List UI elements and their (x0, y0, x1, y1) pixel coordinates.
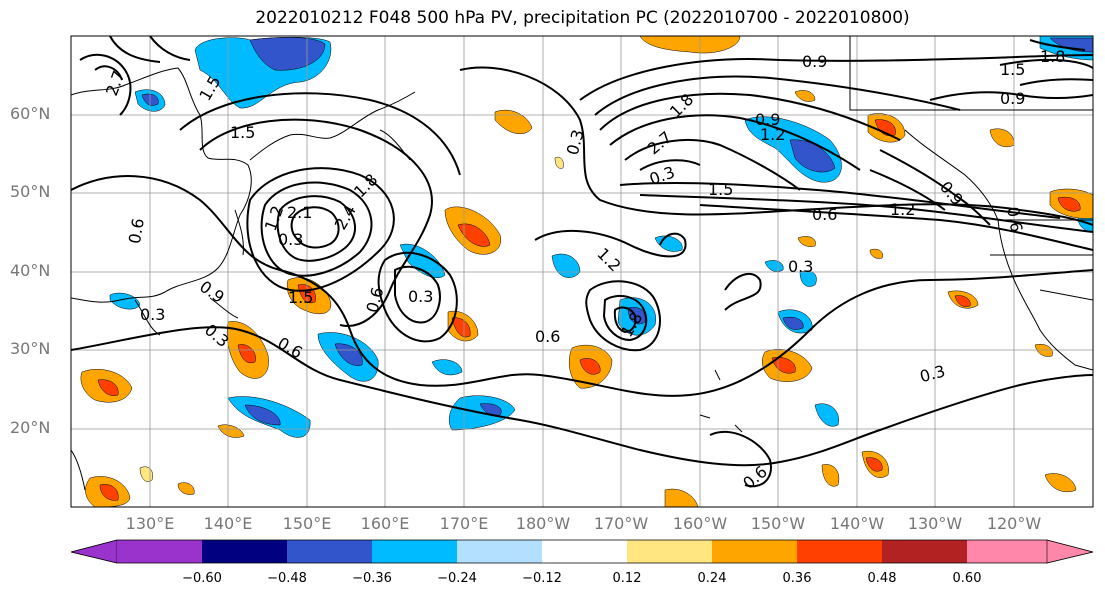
contour-label: 0.9 (1000, 89, 1025, 108)
contour-label: 2.1 (287, 203, 312, 222)
gridlines (71, 36, 1093, 507)
contour-label: 1.2 (760, 125, 785, 144)
colorbar-swatch (967, 540, 1047, 563)
plot-frame (70, 35, 1094, 508)
contour-label: 1.5 (708, 180, 733, 199)
contour-label: 0.3 (140, 305, 165, 324)
lat-label: 30°N (10, 339, 51, 358)
lat-label: 40°N (10, 261, 51, 280)
contour-label: 0.6 (535, 327, 560, 346)
contour-label: 0.3 (408, 287, 433, 306)
lon-label: 140°E (203, 514, 253, 533)
lon-label: 150°W (750, 514, 806, 533)
colorbar-swatch (372, 540, 457, 563)
colorbar-swatch (542, 540, 627, 563)
contour-label: 1.2 (890, 200, 915, 219)
lon-label: 160°W (672, 514, 728, 533)
lon-label: 130°W (907, 514, 963, 533)
colorbar-tick-label: 0.12 (612, 571, 642, 586)
colorbar-tick-label: −0.48 (267, 571, 307, 586)
lon-label: 140°W (829, 514, 885, 533)
contour-label: 1.5 (288, 288, 313, 307)
lon-label: 170°W (593, 514, 649, 533)
lon-label: 170°E (439, 514, 489, 533)
contour-label: 1.5 (230, 123, 255, 142)
contour-label: 0.6 (812, 205, 837, 224)
contour-label: 0.3 (788, 257, 813, 276)
contour-label: 0.9 (755, 110, 780, 129)
colorbar-tick-label: −0.36 (352, 571, 392, 586)
lon-label: 130°E (125, 514, 175, 533)
pv-contours (71, 36, 1093, 488)
colorbar-min-arrow (70, 539, 118, 564)
colorbar-swatch (457, 540, 542, 563)
colorbar-swatch (202, 540, 287, 563)
lat-label: 20°N (10, 418, 51, 437)
lat-label: 60°N (10, 104, 51, 123)
lat-label: 50°N (10, 182, 51, 201)
colorbar-swatch (882, 540, 967, 563)
lon-label: 160°E (360, 514, 410, 533)
colorbar-swatch (117, 540, 202, 563)
contour-label: 0.6 (1003, 205, 1026, 233)
precipitation-shading (80, 36, 1093, 507)
colorbar (70, 539, 1094, 564)
contour-label: 0.3 (278, 230, 303, 249)
colorbar-max-arrow (1046, 539, 1094, 564)
colorbar-tick-label: 0.24 (697, 571, 727, 586)
colorbar-tick-label: 0.60 (952, 571, 982, 586)
colorbar-tick-label: −0.12 (522, 571, 562, 586)
contour-label: 1.5 (1000, 60, 1025, 79)
plot-area (71, 36, 1093, 507)
colorbar-swatch (712, 540, 797, 563)
colorbar-outline (70, 539, 1094, 564)
colorbar-tick-label: −0.24 (437, 571, 477, 586)
contour-label: 1.8 (1040, 47, 1065, 66)
colorbar-tick-label: 0.48 (867, 571, 897, 586)
lon-label: 120°W (986, 514, 1042, 533)
colorbar-swatch (287, 540, 372, 563)
colorbar-tick-label: 0.36 (782, 571, 812, 586)
contour-label: 0.6 (125, 217, 148, 245)
lon-label: 180°W (515, 514, 571, 533)
map-title: 2022010212 F048 500 hPa PV, precipitatio… (255, 8, 910, 28)
colorbar-swatch (627, 540, 712, 563)
contour-label: 0.9 (802, 52, 827, 71)
colorbar-tick-label: −0.60 (182, 571, 222, 586)
colorbar-swatch (797, 540, 882, 563)
lon-label: 150°E (282, 514, 332, 533)
